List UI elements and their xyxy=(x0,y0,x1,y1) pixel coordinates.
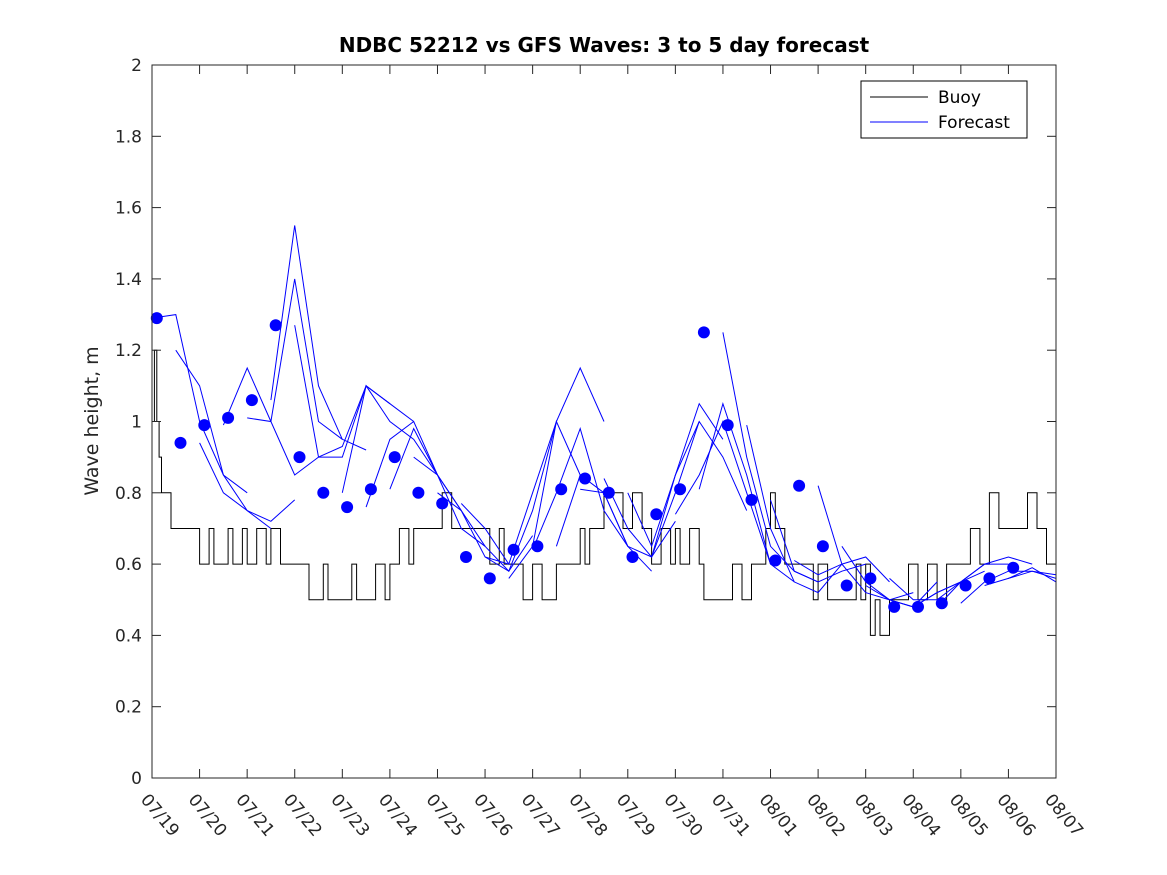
legend-forecast-label: Forecast xyxy=(938,113,1010,133)
forecast-run-line-36 xyxy=(1008,567,1057,583)
forecast-point xyxy=(864,572,877,585)
forecast-run-line-21 xyxy=(651,420,748,558)
forecast-run-line-35 xyxy=(984,570,1057,586)
forecast-point xyxy=(436,497,449,510)
forecast-run-line-5 xyxy=(270,225,367,451)
forecast-point xyxy=(697,326,710,339)
buoy-series-line xyxy=(152,349,1056,636)
forecast-point xyxy=(222,411,235,424)
forecast-point xyxy=(983,572,996,585)
forecast-point xyxy=(579,472,591,485)
forecast-run-line-26 xyxy=(770,499,866,583)
forecast-point xyxy=(816,540,829,553)
forecast-point xyxy=(650,508,663,521)
forecast-run-line-23 xyxy=(698,401,795,583)
forecast-run-line-25 xyxy=(746,424,843,594)
forecast-point xyxy=(245,394,258,407)
forecast-point xyxy=(1007,561,1020,574)
chart-title: NDBC 52212 vs GFS Waves: 3 to 5 day fore… xyxy=(339,33,870,57)
forecast-point xyxy=(293,451,306,464)
forecast-run-line-4 xyxy=(247,278,343,440)
forecast-run-line-15 xyxy=(508,366,605,579)
forecast-point xyxy=(412,486,425,499)
forecast-point xyxy=(769,554,782,567)
forecast-point xyxy=(317,486,330,499)
forecast-point xyxy=(745,493,758,506)
forecast-point xyxy=(460,551,472,563)
forecast-point xyxy=(388,451,401,464)
y-tick-label: 1 xyxy=(131,413,142,433)
forecast-point xyxy=(174,436,187,449)
series-layer xyxy=(150,225,1057,636)
forecast-run-line-28 xyxy=(817,485,914,601)
y-tick-label: 1.2 xyxy=(115,341,142,361)
y-tick-label: 1.6 xyxy=(115,199,142,219)
forecast-point xyxy=(269,319,282,332)
forecast-run-line-8 xyxy=(341,384,438,493)
y-tick-label: 1.8 xyxy=(115,127,142,147)
y-tick-label: 0 xyxy=(131,769,142,789)
forecast-point xyxy=(888,600,901,613)
forecast-run-line-12 xyxy=(437,492,534,572)
legend: Buoy Forecast xyxy=(860,80,1028,139)
y-tick-label: 0.8 xyxy=(115,484,142,504)
forecast-point xyxy=(555,483,568,496)
forecast-point xyxy=(198,419,211,432)
y-tick-label: 0.4 xyxy=(115,626,142,646)
y-tick-label: 0.6 xyxy=(115,555,142,575)
y-axis-label: Wave height, m xyxy=(81,346,103,495)
forecast-point xyxy=(483,572,496,585)
forecast-point xyxy=(507,543,520,556)
forecast-point xyxy=(959,579,972,592)
y-tick-label: 1.4 xyxy=(115,270,142,290)
forecast-run-line-18 xyxy=(580,488,676,558)
forecast-run-line-13 xyxy=(460,421,557,566)
forecast-point xyxy=(364,483,377,496)
legend-box xyxy=(860,80,1028,139)
forecast-run-line-16 xyxy=(532,427,629,550)
forecast-point xyxy=(793,479,806,492)
legend-buoy-label: Buoy xyxy=(938,88,981,108)
forecast-point xyxy=(935,597,948,610)
forecast-point xyxy=(721,419,734,432)
forecast-point xyxy=(840,579,853,592)
forecast-point xyxy=(626,551,639,563)
forecast-run-line-2 xyxy=(199,442,296,522)
forecast-point xyxy=(150,312,163,325)
forecast-point xyxy=(674,483,687,496)
forecast-point xyxy=(531,540,544,553)
forecast-run-line-1 xyxy=(175,349,272,529)
forecast-point xyxy=(912,600,924,613)
forecast-point xyxy=(602,486,615,499)
forecast-run-line-33 xyxy=(936,556,1033,608)
y-tick-label: 0.2 xyxy=(115,698,142,718)
forecast-point xyxy=(341,501,354,514)
y-tick-label: 2 xyxy=(131,56,142,76)
forecast-run-line-14 xyxy=(484,420,581,572)
